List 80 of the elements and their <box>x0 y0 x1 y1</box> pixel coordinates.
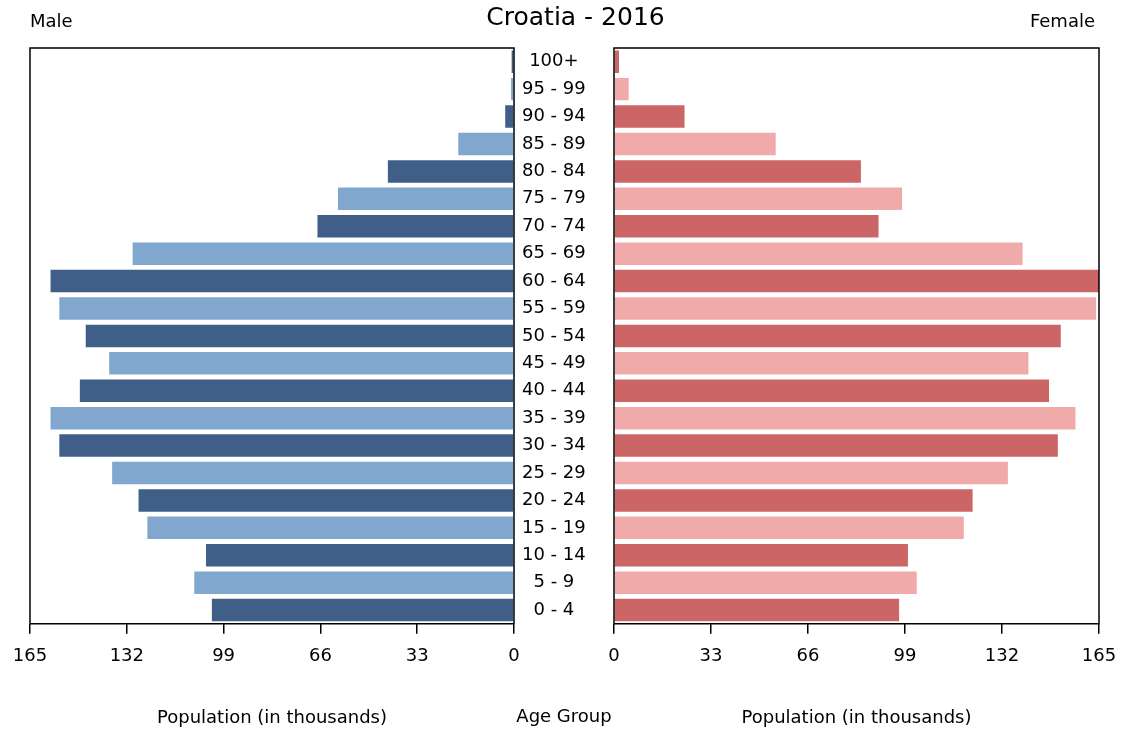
bar <box>147 516 514 540</box>
x-tick-label: 33 <box>405 644 429 666</box>
bar <box>59 297 514 320</box>
y-tick-label: 45 - 49 <box>522 350 586 372</box>
x-tick-label: 66 <box>796 644 820 666</box>
bar <box>614 187 903 211</box>
bar <box>511 77 514 101</box>
bar <box>614 571 917 594</box>
bar <box>458 132 514 156</box>
x-tick-label: 99 <box>893 644 917 666</box>
y-tick-label: 35 - 39 <box>522 405 586 427</box>
y-axis-title: Age Group <box>515 705 613 726</box>
y-tick-label: 85 - 89 <box>522 131 586 153</box>
bar <box>614 489 973 512</box>
y-tick-label: 75 - 79 <box>522 186 586 208</box>
bar <box>138 489 514 512</box>
y-tick-label: 80 - 84 <box>522 159 586 181</box>
bar <box>211 598 514 622</box>
bar <box>614 516 964 540</box>
x-tick-label: 0 <box>508 644 520 666</box>
bar <box>85 324 514 348</box>
y-tick-label: 20 - 24 <box>522 488 586 510</box>
bar <box>614 50 619 73</box>
bar <box>109 352 514 375</box>
bar <box>132 242 514 265</box>
y-tick-label: 15 - 19 <box>522 515 586 537</box>
y-tick-label: 50 - 54 <box>522 323 586 345</box>
y-tick-label: 5 - 9 <box>533 570 575 592</box>
x-axis-title: Population (in thousands) <box>741 705 972 727</box>
y-tick-label: 100+ <box>529 49 579 71</box>
bar <box>614 544 908 567</box>
y-tick-label: 95 - 99 <box>522 76 586 98</box>
x-tick-label: 99 <box>212 644 236 666</box>
bar <box>338 187 514 211</box>
bar <box>614 105 685 128</box>
x-axis-title: Population (in thousands) <box>157 705 387 727</box>
bar <box>206 544 514 567</box>
bar <box>194 571 514 594</box>
bar <box>614 379 1050 402</box>
bar <box>59 434 514 457</box>
bar <box>317 214 514 238</box>
bar <box>614 352 1029 375</box>
y-tick-label: 25 - 29 <box>522 460 586 482</box>
bar <box>112 461 514 485</box>
y-tick-label: 55 - 59 <box>522 296 586 318</box>
bar <box>614 324 1061 348</box>
bar <box>614 214 879 238</box>
y-tick-label: 60 - 64 <box>522 268 586 290</box>
y-tick-label: 65 - 69 <box>522 241 586 263</box>
chart-subtitle: Male <box>30 10 73 31</box>
bar <box>614 242 1023 265</box>
bar <box>614 160 861 183</box>
bar <box>79 379 514 402</box>
bar <box>387 160 514 183</box>
x-tick-label: 165 <box>1081 644 1117 666</box>
bar <box>614 461 1008 485</box>
bar <box>50 269 514 293</box>
x-tick-label: 66 <box>308 644 332 666</box>
bar <box>614 434 1058 457</box>
chart-subtitle: Female <box>1029 10 1095 31</box>
text: Croatia - 2016 <box>486 2 665 31</box>
y-tick-label: 0 - 4 <box>533 597 575 619</box>
x-tick-label: 0 <box>608 644 620 666</box>
y-tick-label: 10 - 14 <box>522 542 586 564</box>
x-tick-label: 165 <box>12 644 48 666</box>
y-tick-label: 40 - 44 <box>522 378 586 400</box>
y-tick-label: 30 - 34 <box>522 433 586 455</box>
bar <box>614 269 1099 293</box>
x-tick-label: 132 <box>984 644 1020 666</box>
bar <box>614 77 629 101</box>
y-tick-label: 90 - 94 <box>522 104 586 126</box>
y-tick-label: 70 - 74 <box>522 213 586 235</box>
bar <box>505 105 514 128</box>
bar <box>614 132 776 156</box>
bar <box>614 406 1076 430</box>
x-tick-label: 132 <box>109 644 144 666</box>
bar <box>50 406 514 430</box>
bar <box>614 297 1097 320</box>
x-tick-label: 33 <box>699 644 723 666</box>
bar <box>614 598 900 622</box>
